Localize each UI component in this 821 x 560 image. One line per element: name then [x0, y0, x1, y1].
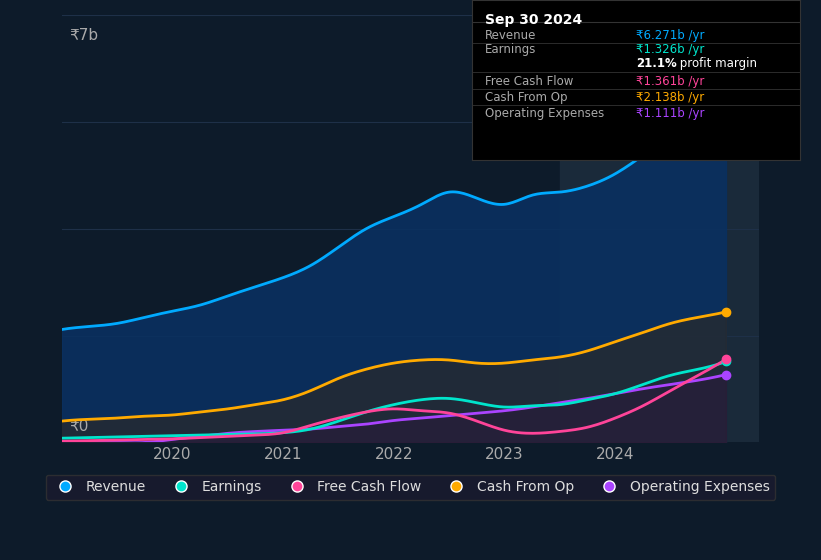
Text: ₹0: ₹0	[69, 419, 88, 434]
Text: Earnings: Earnings	[485, 43, 537, 56]
Text: profit margin: profit margin	[676, 58, 757, 71]
Text: Sep 30 2024: Sep 30 2024	[485, 13, 582, 27]
Legend: Revenue, Earnings, Free Cash Flow, Cash From Op, Operating Expenses: Revenue, Earnings, Free Cash Flow, Cash …	[45, 474, 776, 500]
Text: ₹6.271b /yr: ₹6.271b /yr	[636, 29, 704, 42]
Text: ₹2.138b /yr: ₹2.138b /yr	[636, 91, 704, 104]
Text: Cash From Op: Cash From Op	[485, 91, 567, 104]
Text: Free Cash Flow: Free Cash Flow	[485, 75, 574, 88]
Text: 21.1%: 21.1%	[636, 58, 677, 71]
Text: ₹1.111b /yr: ₹1.111b /yr	[636, 107, 704, 120]
Text: ₹1.361b /yr: ₹1.361b /yr	[636, 75, 704, 88]
Bar	[560, 15, 759, 442]
Text: Operating Expenses: Operating Expenses	[485, 107, 604, 120]
Text: ₹1.326b /yr: ₹1.326b /yr	[636, 43, 704, 56]
Text: Revenue: Revenue	[485, 29, 537, 42]
Text: ₹7b: ₹7b	[69, 28, 98, 43]
